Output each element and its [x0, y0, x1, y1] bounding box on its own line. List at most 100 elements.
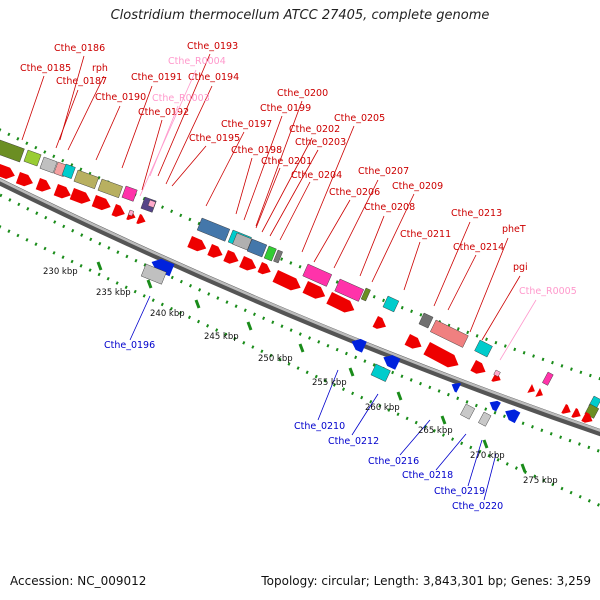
gene-label: Cthe_0204 [291, 170, 342, 181]
gene-label: Cthe_0190 [95, 92, 146, 103]
gene-arrow [15, 172, 33, 187]
gene-box [39, 156, 58, 174]
gene-arrow [423, 342, 459, 368]
gene-box [196, 217, 231, 242]
gene-arrow [326, 292, 355, 313]
callout-line [333, 179, 379, 269]
scale-tick [194, 299, 201, 309]
gene-label: Cthe_0219 [434, 486, 485, 497]
callout-line [165, 85, 213, 185]
gene-label: Cthe_0208 [364, 202, 415, 213]
gene-label: Cthe_0192 [138, 107, 189, 118]
callout-line [399, 419, 431, 456]
gene-box [61, 163, 76, 179]
gene-box [147, 199, 156, 208]
scale-tick-label: 240 kbp [150, 309, 185, 319]
scale-tick [520, 463, 527, 473]
gene-arrow [111, 204, 125, 217]
gene-label: Cthe_0196 [104, 340, 155, 351]
scale-tick [348, 367, 355, 377]
gene-label: Cthe_R0005 [519, 286, 577, 297]
gene-label: Cthe_R0004 [168, 56, 226, 67]
callout-line [403, 241, 421, 291]
gene-label: pgi [513, 262, 528, 273]
scale-tick [246, 321, 253, 331]
gene-box [273, 249, 283, 264]
gene-label: Cthe_0206 [329, 187, 380, 198]
callout-line [317, 369, 339, 421]
gene-box [478, 411, 492, 427]
gene-box [542, 371, 554, 386]
callout-line [255, 167, 281, 229]
gene-label: pheT [502, 224, 526, 235]
scale-tick [298, 343, 305, 353]
callout-line [157, 53, 211, 177]
gene-arrow [91, 195, 111, 211]
callout-line [499, 299, 537, 361]
dotted-ring [0, 193, 600, 454]
callout-line [301, 125, 355, 253]
dotted-ring [0, 128, 600, 381]
gene-arrow-reverse [451, 382, 462, 393]
callout-line [67, 75, 105, 151]
scale-tick-label: 245 kbp [204, 332, 239, 342]
gene-box [493, 369, 501, 378]
scale-tick-label: 275 kbp [523, 476, 558, 486]
gene-box [246, 238, 268, 258]
scale-tick-label: 235 kbp [96, 288, 131, 298]
scale-tick-label: 260 kbp [365, 403, 400, 413]
gene-arrow [187, 236, 207, 252]
gene-arrow [239, 256, 257, 271]
gene-label: Cthe_0209 [392, 181, 443, 192]
callout-line [433, 221, 471, 307]
gene-arrow [581, 412, 593, 423]
gene-arrow-reverse [489, 400, 501, 412]
gene-label: Cthe_0207 [358, 166, 409, 177]
gene-label: Cthe_0202 [289, 124, 340, 135]
gene-label: Cthe_0186 [54, 43, 105, 54]
gene-box [140, 263, 167, 285]
callout-line [313, 199, 351, 263]
gene-label: Cthe_0191 [131, 72, 182, 83]
gene-arrow [0, 164, 15, 179]
gene-label: Cthe_0216 [368, 456, 419, 467]
gene-label: Cthe_0194 [188, 72, 239, 83]
gene-arrow [35, 178, 51, 192]
gene-arrow [257, 262, 271, 275]
gene-arrow [302, 281, 326, 299]
gene-arrow [527, 384, 535, 393]
topology-summary: Topology: circular; Length: 3,843,301 bp… [261, 574, 591, 588]
scale-tick [440, 415, 447, 425]
gene-box [263, 245, 277, 262]
scale-ticks: 230 kbp 235 kbp 240 kbp 245 kbp 250 kbp 255 k… [43, 261, 558, 486]
gene-label: Cthe_0212 [328, 436, 379, 447]
callout-line [139, 69, 197, 197]
gene-label: Cthe_0193 [187, 41, 238, 52]
callout-line [149, 105, 179, 177]
gene-box [430, 319, 469, 348]
gene-box [0, 139, 25, 163]
callout-line [435, 433, 467, 471]
backbone [0, 178, 600, 437]
callout-line [261, 137, 313, 233]
gene-arrow-reverse [505, 409, 521, 424]
gene-arrow [207, 244, 223, 258]
gene-box [128, 209, 135, 217]
gene-arrow [571, 408, 581, 418]
gene-label: Cthe_0197 [221, 119, 272, 130]
scale-tick [146, 279, 153, 289]
gene-label: Cthe_0203 [295, 137, 346, 148]
gene-features [0, 139, 600, 427]
callout-line [469, 237, 509, 333]
gene-label: Cthe_0187 [56, 76, 107, 87]
gene-box [334, 278, 365, 302]
gene-arrow [53, 184, 71, 199]
gene-label: rph [92, 63, 108, 74]
gene-arrow [470, 360, 486, 374]
gene-arrow [535, 388, 543, 397]
callout-line [95, 105, 121, 161]
gene-label: Cthe_0218 [402, 470, 453, 481]
gene-box [360, 287, 371, 302]
gene-box [73, 169, 99, 190]
